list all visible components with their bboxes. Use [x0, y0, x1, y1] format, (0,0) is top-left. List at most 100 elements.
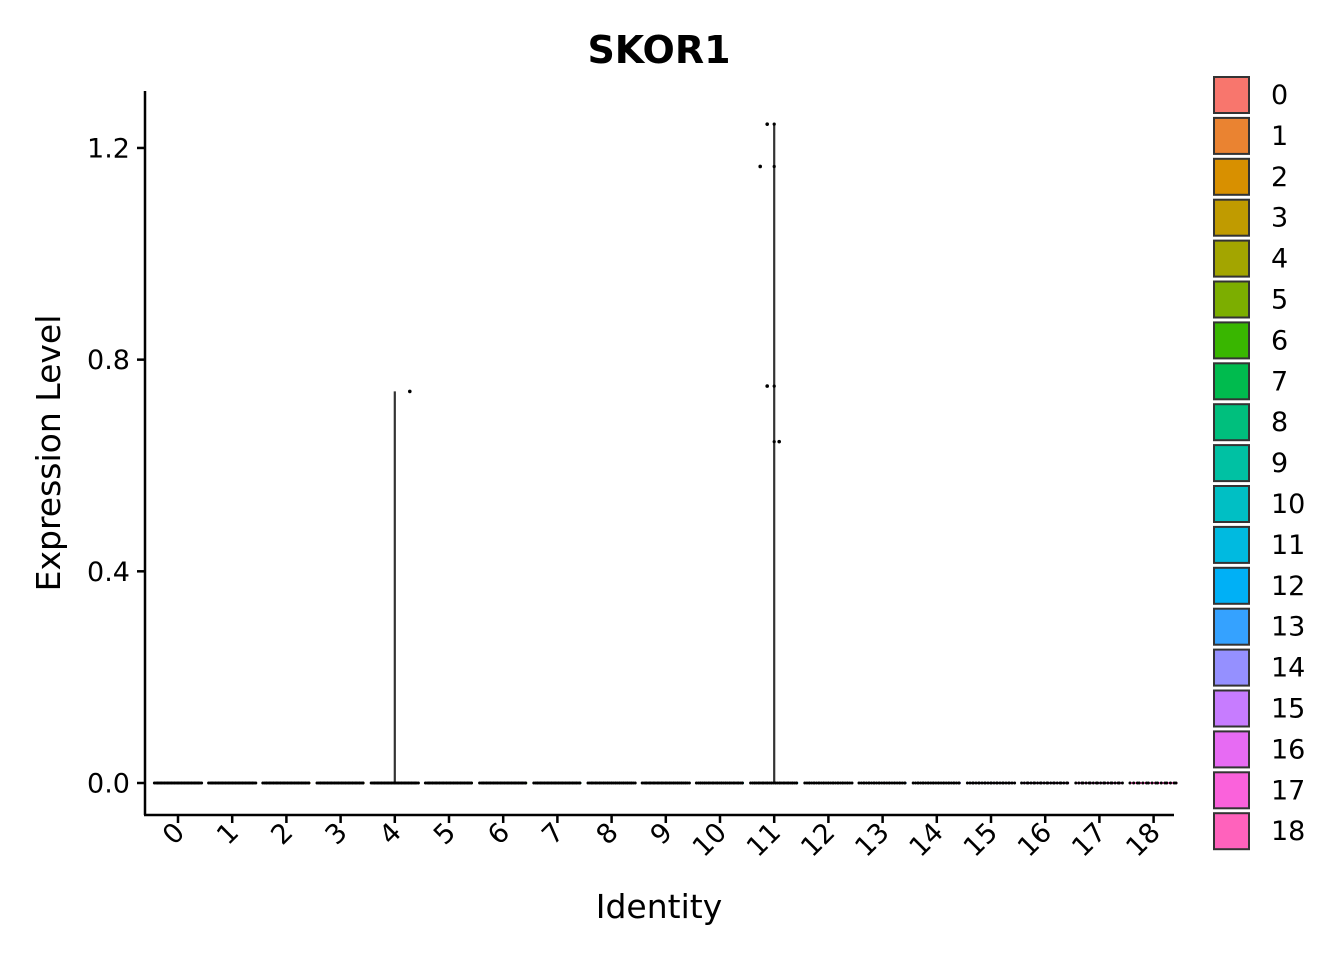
data-point: [924, 781, 928, 785]
x-tick-label: 7: [536, 817, 570, 851]
x-tick-label: 4: [374, 817, 408, 851]
data-point: [1084, 781, 1088, 785]
data-point: [1150, 781, 1154, 785]
data-point: [1141, 781, 1145, 785]
data-point: [1062, 781, 1066, 785]
data-point: [974, 781, 978, 785]
data-point: [986, 781, 990, 785]
data-point: [850, 781, 854, 785]
data-point: [361, 781, 365, 785]
data-point: [949, 781, 953, 785]
data-point: [740, 781, 744, 785]
legend-label: 17: [1271, 775, 1305, 806]
legend-swatch: [1213, 280, 1250, 319]
legend-label: 16: [1271, 734, 1305, 765]
data-point: [885, 781, 889, 785]
data-point: [1081, 781, 1085, 785]
data-point: [819, 781, 823, 785]
data-point: [1007, 781, 1011, 785]
data-point: [965, 781, 969, 785]
data-point: [890, 781, 894, 785]
data-point: [772, 164, 776, 169]
legend-label: 1: [1271, 121, 1288, 152]
data-point: [822, 781, 826, 785]
y-tick-label: 0.8: [87, 345, 130, 376]
data-point: [765, 122, 769, 126]
legend-label: 10: [1271, 489, 1305, 520]
x-axis-title: Identity: [596, 887, 722, 926]
data-point: [1132, 781, 1136, 785]
data-point: [1010, 781, 1014, 785]
data-point: [998, 781, 1002, 785]
data-point: [1052, 781, 1056, 785]
data-point: [1020, 781, 1024, 785]
data-point: [1029, 781, 1033, 785]
legend-label: 6: [1271, 325, 1288, 356]
data-point: [1013, 781, 1017, 785]
data-point: [916, 781, 920, 785]
data-point: [893, 781, 897, 785]
data-point: [803, 781, 807, 785]
data-point: [989, 781, 993, 785]
data-point: [1156, 781, 1160, 785]
data-point: [864, 781, 868, 785]
data-point: [848, 781, 852, 785]
x-tick-label: 10: [687, 817, 733, 863]
x-tick-label: 0: [157, 817, 191, 851]
legend-swatch: [1213, 444, 1250, 483]
x-tick-label: 5: [428, 817, 462, 851]
x-tick-label: 16: [1012, 817, 1058, 863]
data-point: [939, 781, 943, 785]
data-point: [824, 781, 828, 785]
data-point: [772, 122, 776, 126]
data-point: [795, 781, 799, 785]
data-point: [633, 781, 637, 785]
data-point: [1055, 781, 1059, 785]
x-tick-label: 18: [1120, 817, 1166, 863]
chart-title: SKOR1: [587, 28, 730, 72]
legend-swatch: [1213, 403, 1250, 442]
x-tick-label: 15: [958, 817, 1004, 863]
y-tick-label: 0.0: [87, 769, 130, 800]
data-point: [817, 781, 821, 785]
legend-swatch: [1213, 730, 1250, 769]
data-point: [1088, 781, 1092, 785]
legend-swatch: [1213, 607, 1250, 646]
data-point: [927, 781, 931, 785]
data-point: [1091, 781, 1095, 785]
legend-swatch: [1213, 485, 1250, 523]
legend-label: 12: [1271, 571, 1305, 602]
data-point: [1110, 781, 1114, 785]
data-point: [929, 781, 933, 785]
data-point: [838, 781, 842, 785]
data-point: [867, 781, 871, 785]
legend-label: 3: [1271, 203, 1288, 234]
legend-swatch: [1213, 157, 1250, 196]
legend-label: 11: [1271, 530, 1305, 561]
data-point: [875, 781, 879, 785]
data-point: [942, 781, 946, 785]
data-point: [911, 781, 915, 785]
data-point: [408, 389, 412, 394]
data-point: [1106, 781, 1110, 785]
legend-swatch: [1213, 689, 1250, 728]
data-point: [1022, 781, 1026, 785]
data-point: [1099, 781, 1103, 785]
data-point: [954, 781, 958, 785]
data-point: [1004, 781, 1008, 785]
legend-label: 15: [1271, 694, 1305, 725]
data-point: [977, 781, 981, 785]
data-point: [1146, 781, 1150, 785]
data-point: [1174, 781, 1178, 785]
data-point: [1096, 781, 1100, 785]
x-tick-label: 3: [319, 817, 353, 851]
legend-swatch: [1213, 76, 1250, 114]
data-point: [900, 781, 904, 785]
data-point: [914, 781, 917, 785]
legend-label: 5: [1271, 285, 1288, 316]
data-point: [947, 781, 951, 785]
x-tick-label: 8: [590, 817, 624, 851]
data-point: [765, 384, 769, 388]
data-point: [1165, 781, 1169, 785]
